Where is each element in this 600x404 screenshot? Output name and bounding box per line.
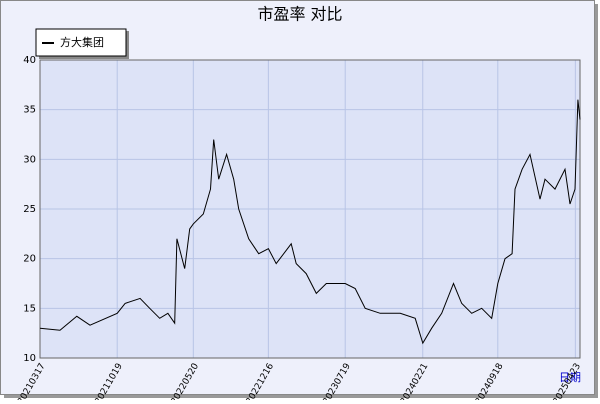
y-tick-label: 25 xyxy=(23,204,36,215)
chart-title: 市盈率 对比 xyxy=(257,5,342,24)
y-tick-label: 20 xyxy=(23,254,36,265)
x-axis-label: 日期 xyxy=(559,371,581,384)
legend-label: 方大集团 xyxy=(60,35,104,49)
line xyxy=(39,99,581,345)
y-tick-label: 15 xyxy=(23,303,36,314)
y-tick-label: 10 xyxy=(23,353,36,364)
y-tick-label: 30 xyxy=(23,154,36,165)
y-tick-label: 40 xyxy=(23,55,36,66)
y-tick-label: 35 xyxy=(23,105,36,116)
plot-border xyxy=(39,59,581,359)
legend: 方大集团 xyxy=(35,28,129,59)
